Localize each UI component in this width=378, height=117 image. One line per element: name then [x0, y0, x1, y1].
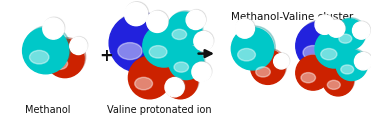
- Circle shape: [143, 25, 185, 67]
- Ellipse shape: [341, 65, 354, 74]
- Ellipse shape: [330, 28, 338, 34]
- Ellipse shape: [301, 73, 316, 83]
- Circle shape: [125, 3, 148, 26]
- Ellipse shape: [150, 22, 159, 28]
- Circle shape: [125, 2, 149, 25]
- Circle shape: [193, 62, 212, 81]
- Ellipse shape: [149, 46, 167, 58]
- Ellipse shape: [72, 46, 80, 51]
- Ellipse shape: [197, 41, 205, 47]
- Ellipse shape: [172, 29, 187, 40]
- Circle shape: [353, 22, 370, 39]
- Circle shape: [186, 10, 205, 30]
- Circle shape: [252, 48, 287, 83]
- Ellipse shape: [174, 62, 189, 72]
- Ellipse shape: [135, 77, 153, 90]
- Circle shape: [43, 17, 65, 38]
- Circle shape: [144, 23, 187, 65]
- Circle shape: [163, 64, 198, 99]
- Circle shape: [353, 21, 370, 38]
- Ellipse shape: [168, 81, 183, 91]
- Text: Methanol: Methanol: [25, 105, 70, 115]
- Circle shape: [130, 55, 172, 97]
- Circle shape: [323, 65, 353, 96]
- Circle shape: [316, 14, 335, 34]
- Circle shape: [236, 18, 255, 37]
- Ellipse shape: [321, 49, 337, 60]
- Circle shape: [147, 10, 169, 32]
- Circle shape: [187, 10, 206, 29]
- Circle shape: [274, 54, 289, 69]
- Ellipse shape: [168, 87, 176, 93]
- Text: Methanol-Valine cluster: Methanol-Valine cluster: [231, 12, 353, 22]
- Ellipse shape: [327, 80, 340, 89]
- Circle shape: [296, 56, 330, 90]
- Ellipse shape: [357, 61, 364, 66]
- Circle shape: [297, 54, 332, 89]
- Circle shape: [70, 37, 87, 55]
- Circle shape: [168, 11, 203, 46]
- Ellipse shape: [256, 67, 270, 77]
- Circle shape: [298, 20, 346, 68]
- Ellipse shape: [128, 14, 138, 21]
- Circle shape: [316, 28, 355, 66]
- Circle shape: [233, 26, 275, 68]
- Circle shape: [235, 19, 254, 38]
- Circle shape: [296, 22, 344, 70]
- Circle shape: [192, 62, 211, 82]
- Circle shape: [315, 15, 334, 34]
- Circle shape: [47, 38, 86, 76]
- Ellipse shape: [318, 25, 326, 30]
- Circle shape: [169, 45, 203, 80]
- Circle shape: [170, 44, 205, 78]
- Ellipse shape: [29, 50, 49, 64]
- Circle shape: [43, 18, 64, 39]
- Circle shape: [165, 78, 184, 97]
- Text: +: +: [99, 48, 113, 66]
- Ellipse shape: [51, 58, 68, 69]
- Circle shape: [231, 28, 274, 70]
- Text: Valine protonated ion: Valine protonated ion: [107, 105, 212, 115]
- Circle shape: [338, 49, 368, 79]
- Circle shape: [23, 28, 69, 74]
- Circle shape: [109, 14, 167, 72]
- Circle shape: [324, 64, 355, 95]
- Circle shape: [25, 26, 71, 72]
- Circle shape: [129, 57, 171, 99]
- Ellipse shape: [189, 20, 197, 26]
- Circle shape: [167, 12, 201, 47]
- Circle shape: [70, 37, 88, 54]
- Ellipse shape: [195, 72, 203, 77]
- Circle shape: [336, 18, 366, 49]
- Circle shape: [194, 31, 213, 51]
- Circle shape: [195, 31, 214, 50]
- Circle shape: [315, 30, 353, 68]
- Circle shape: [251, 50, 285, 84]
- Ellipse shape: [46, 28, 55, 35]
- Circle shape: [147, 11, 168, 32]
- Circle shape: [327, 20, 345, 37]
- Ellipse shape: [238, 48, 256, 61]
- Ellipse shape: [303, 46, 323, 60]
- Circle shape: [355, 53, 372, 70]
- Circle shape: [336, 50, 367, 80]
- Ellipse shape: [238, 28, 246, 34]
- Circle shape: [46, 39, 84, 78]
- Ellipse shape: [276, 61, 282, 66]
- Circle shape: [334, 19, 365, 50]
- Circle shape: [355, 52, 372, 69]
- Circle shape: [274, 53, 290, 68]
- Ellipse shape: [355, 30, 363, 35]
- Ellipse shape: [118, 43, 142, 60]
- Circle shape: [112, 12, 169, 70]
- Circle shape: [164, 63, 199, 97]
- Ellipse shape: [339, 34, 352, 43]
- Circle shape: [166, 77, 185, 96]
- Circle shape: [328, 19, 345, 37]
